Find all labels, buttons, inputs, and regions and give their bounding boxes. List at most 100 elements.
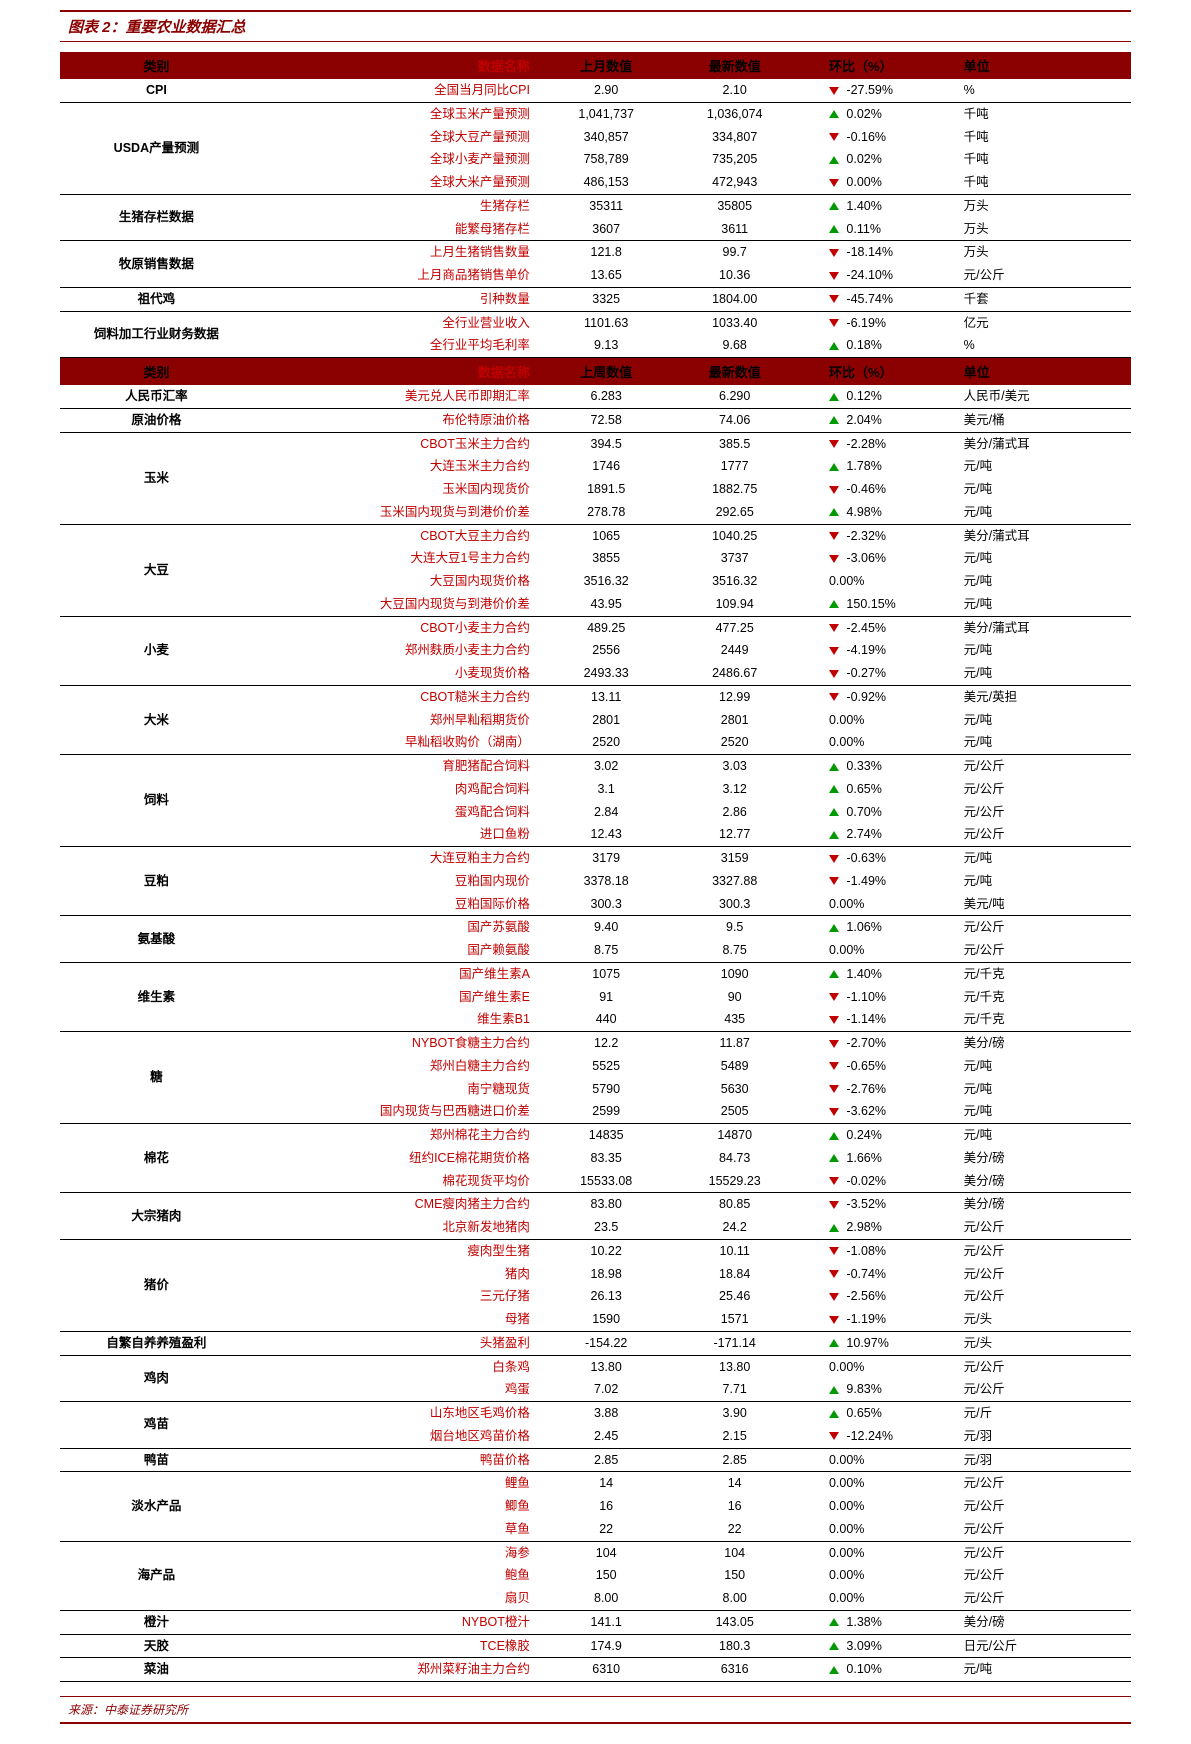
new-value: 334,807 bbox=[670, 126, 799, 149]
change-cell: -0.74% bbox=[799, 1263, 960, 1286]
change-value: 0.00% bbox=[829, 713, 864, 727]
data-name-cell: CME瘦肉猪主力合约 bbox=[253, 1193, 542, 1216]
category-cell: 维生素 bbox=[60, 962, 253, 1031]
change-value: -1.10% bbox=[843, 990, 886, 1004]
change-cell: 0.00% bbox=[799, 1472, 960, 1495]
data-name-cell: 大连玉米主力合约 bbox=[253, 455, 542, 478]
change-value: 0.33% bbox=[843, 759, 882, 773]
new-value: 9.68 bbox=[670, 334, 799, 357]
triangle-down-icon bbox=[829, 1201, 839, 1209]
prev-value: 141.1 bbox=[542, 1610, 671, 1634]
triangle-up-icon bbox=[829, 156, 839, 164]
category-cell: 祖代鸡 bbox=[60, 287, 253, 311]
change-cell: 1.38% bbox=[799, 1610, 960, 1634]
change-value: 0.24% bbox=[843, 1128, 882, 1142]
data-name-cell: 大豆国内现货与到港价价差 bbox=[253, 593, 542, 616]
data-name-cell: 全球大豆产量预测 bbox=[253, 126, 542, 149]
new-value: 3516.32 bbox=[670, 570, 799, 593]
change-cell: 0.00% bbox=[799, 1448, 960, 1472]
data-name-cell: 能繁母猪存栏 bbox=[253, 218, 542, 241]
change-value: 150.15% bbox=[843, 597, 896, 611]
change-cell: 2.74% bbox=[799, 823, 960, 846]
unit-cell: 元/吨 bbox=[960, 593, 1131, 616]
prev-value: 26.13 bbox=[542, 1285, 671, 1308]
triangle-up-icon bbox=[829, 1132, 839, 1140]
data-name-cell: 全行业营业收入 bbox=[253, 311, 542, 334]
data-name-cell: CBOT玉米主力合约 bbox=[253, 432, 542, 455]
unit-cell: 元/千克 bbox=[960, 986, 1131, 1009]
change-cell: 1.78% bbox=[799, 455, 960, 478]
tables-container: 类别数据名称上月数值最新数值环比（%）单位CPI全国当月同比CPI2.902.1… bbox=[60, 52, 1131, 1682]
change-value: -2.28% bbox=[843, 437, 886, 451]
unit-cell: 千吨 bbox=[960, 148, 1131, 171]
table-row: 自繁自养养殖盈利头猪盈利-154.22-171.14 10.97%元/头 bbox=[60, 1331, 1131, 1355]
triangle-down-icon bbox=[829, 855, 839, 863]
unit-cell: 元/羽 bbox=[960, 1425, 1131, 1448]
data-name-cell: 国产苏氨酸 bbox=[253, 916, 542, 939]
unit-cell: 元/吨 bbox=[960, 547, 1131, 570]
change-value: -0.65% bbox=[843, 1059, 886, 1073]
data-table-1: 类别数据名称上周数值最新数值环比（%）单位人民币汇率美元兑人民币即期汇率6.28… bbox=[60, 358, 1131, 1682]
unit-cell: 元/公斤 bbox=[960, 1355, 1131, 1378]
data-name-cell: 瘦肉型生猪 bbox=[253, 1239, 542, 1262]
triangle-up-icon bbox=[829, 508, 839, 516]
chart-title: 图表 2：重要农业数据汇总 bbox=[68, 19, 246, 36]
unit-cell: 元/公斤 bbox=[960, 939, 1131, 962]
category-cell: 氨基酸 bbox=[60, 916, 253, 963]
unit-cell: 元/公斤 bbox=[960, 1587, 1131, 1610]
unit-cell: 元/吨 bbox=[960, 455, 1131, 478]
data-table-0: 类别数据名称上月数值最新数值环比（%）单位CPI全国当月同比CPI2.902.1… bbox=[60, 52, 1131, 358]
data-name-cell: 生猪存栏 bbox=[253, 194, 542, 217]
new-value: 1,036,074 bbox=[670, 102, 799, 125]
table-row: 鸭苗鸭苗价格2.852.85 0.00%元/羽 bbox=[60, 1448, 1131, 1472]
triangle-up-icon bbox=[829, 1666, 839, 1674]
category-cell: 鸡肉 bbox=[60, 1355, 253, 1402]
new-value: 150 bbox=[670, 1564, 799, 1587]
unit-cell: 万头 bbox=[960, 194, 1131, 217]
unit-cell: 元/公斤 bbox=[960, 1495, 1131, 1518]
data-name-cell: 母猪 bbox=[253, 1308, 542, 1331]
new-value: 12.77 bbox=[670, 823, 799, 846]
data-name-cell: NYBOT食糖主力合约 bbox=[253, 1032, 542, 1055]
prev-value: 2801 bbox=[542, 709, 671, 732]
change-value: -0.74% bbox=[843, 1267, 886, 1281]
new-value: 10.36 bbox=[670, 264, 799, 287]
table-row: 饲料加工行业财务数据全行业营业收入1101.631033.40 -6.19%亿元 bbox=[60, 311, 1131, 334]
change-cell: -6.19% bbox=[799, 311, 960, 334]
change-cell: -2.45% bbox=[799, 616, 960, 639]
change-cell: -0.02% bbox=[799, 1170, 960, 1193]
unit-cell: 万头 bbox=[960, 241, 1131, 264]
data-name-cell: 草鱼 bbox=[253, 1518, 542, 1541]
data-name-cell: 北京新发地猪肉 bbox=[253, 1216, 542, 1239]
unit-cell: 美分/磅 bbox=[960, 1147, 1131, 1170]
data-name-cell: 头猪盈利 bbox=[253, 1331, 542, 1355]
category-cell: 小麦 bbox=[60, 616, 253, 685]
category-cell: 自繁自养养殖盈利 bbox=[60, 1331, 253, 1355]
data-name-cell: 小麦现货价格 bbox=[253, 662, 542, 685]
prev-value: 1746 bbox=[542, 455, 671, 478]
category-cell: 大宗猪肉 bbox=[60, 1193, 253, 1240]
change-cell: -1.10% bbox=[799, 986, 960, 1009]
change-cell: 0.00% bbox=[799, 893, 960, 916]
unit-cell: 美分/蒲式耳 bbox=[960, 616, 1131, 639]
unit-cell: 元/羽 bbox=[960, 1448, 1131, 1472]
data-name-cell: 大连大豆1号主力合约 bbox=[253, 547, 542, 570]
prev-value: 121.8 bbox=[542, 241, 671, 264]
unit-cell: 元/吨 bbox=[960, 662, 1131, 685]
triangle-up-icon bbox=[829, 416, 839, 424]
prev-value: 278.78 bbox=[542, 501, 671, 524]
data-name-cell: 国内现货与巴西糖进口价差 bbox=[253, 1100, 542, 1123]
prev-value: 5525 bbox=[542, 1055, 671, 1078]
unit-cell: 元/千克 bbox=[960, 962, 1131, 985]
new-value: 3.90 bbox=[670, 1402, 799, 1425]
new-value: 2520 bbox=[670, 731, 799, 754]
category-cell: 橙汁 bbox=[60, 1610, 253, 1634]
change-cell: -1.14% bbox=[799, 1008, 960, 1031]
new-value: 6.290 bbox=[670, 385, 799, 408]
change-cell: -2.70% bbox=[799, 1032, 960, 1055]
new-value: 74.06 bbox=[670, 408, 799, 432]
change-value: -6.19% bbox=[843, 316, 886, 330]
data-name-cell: 纽约ICE棉花期货价格 bbox=[253, 1147, 542, 1170]
change-cell: -2.76% bbox=[799, 1078, 960, 1101]
change-cell: 4.98% bbox=[799, 501, 960, 524]
